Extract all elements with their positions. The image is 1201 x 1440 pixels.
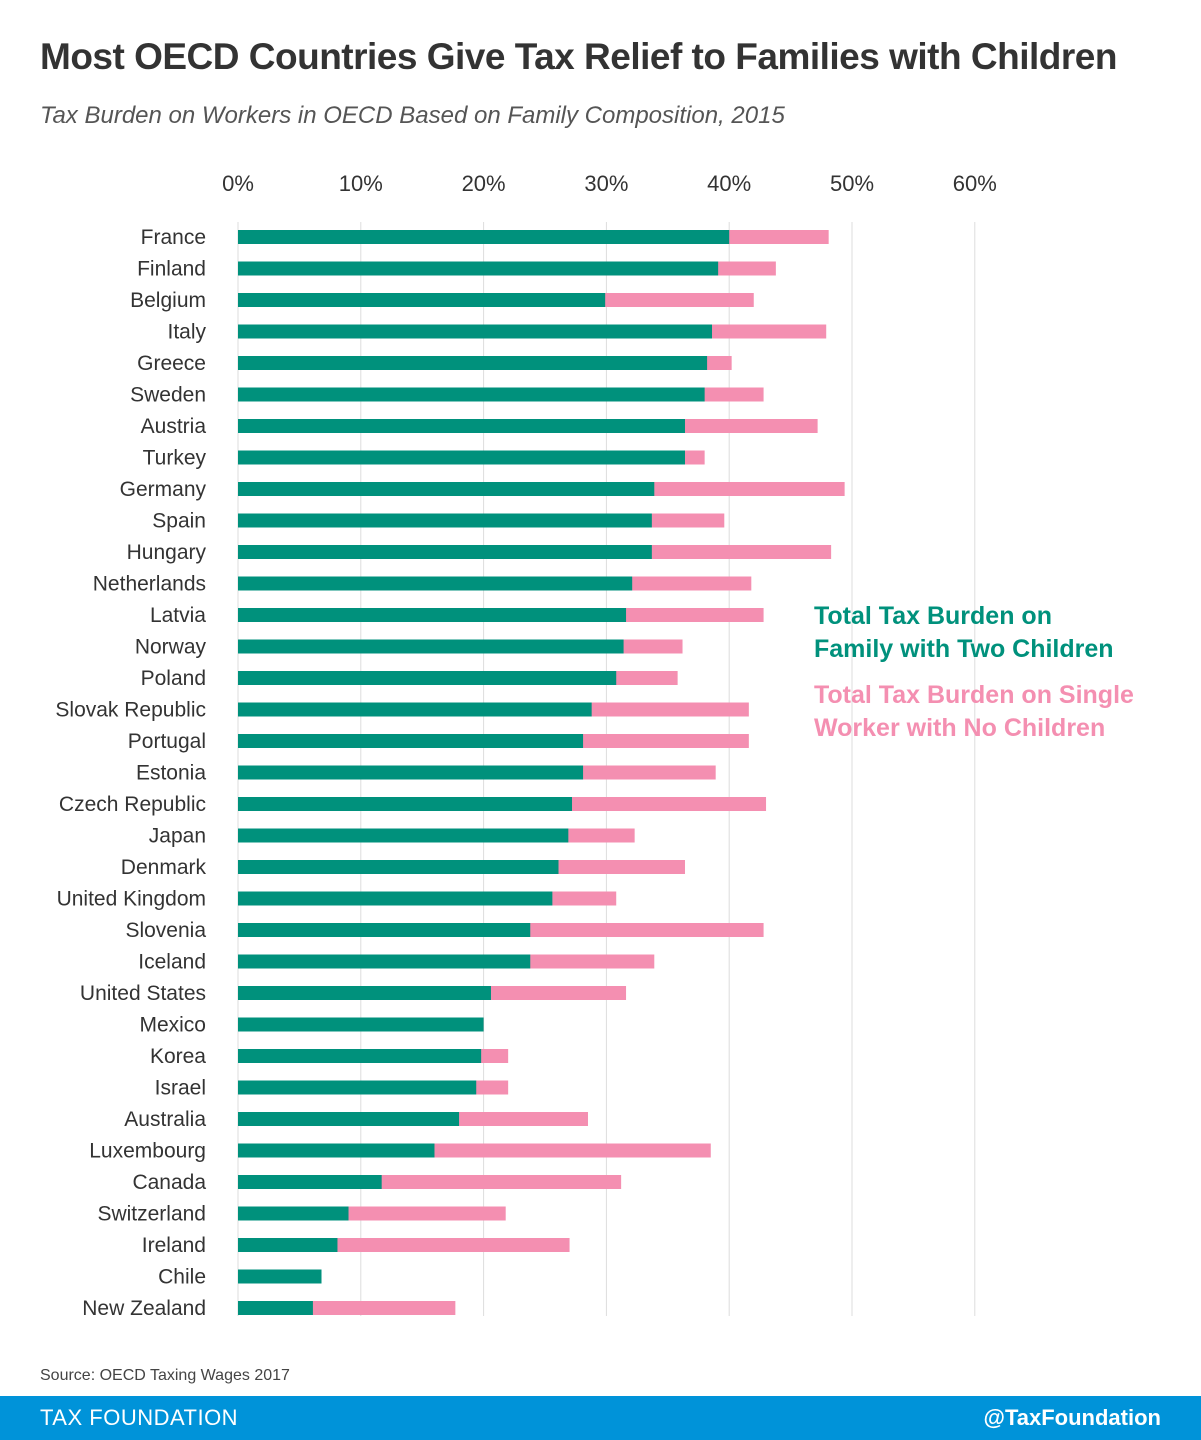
country-label-turkey: Turkey [143, 447, 207, 470]
country-label-hungary: Hungary [127, 541, 207, 564]
country-label-australia: Australia [124, 1108, 206, 1131]
country-labels: France Finland Belgium Italy Greece Sweden Aus… [55, 226, 206, 1320]
country-label-iceland: Iceland [138, 951, 206, 974]
country-label-switzerland: Switzerland [97, 1203, 206, 1226]
chart-subtitle: Tax Burden on Workers in OECD Based on F… [40, 102, 785, 129]
country-label-czech-republic: Czech Republic [59, 793, 206, 816]
bar-family-belgium [238, 293, 606, 307]
footer-brand: TAX FOUNDATION [40, 1405, 239, 1430]
bar-family-poland [238, 671, 617, 685]
country-label-austria: Austria [141, 415, 207, 438]
country-label-united-states: United States [80, 982, 206, 1005]
bar-family-italy [238, 324, 713, 339]
x-axis-ticks: 0% 10% 20% 30% 40% 50% 60% [222, 171, 997, 196]
legend-single-line1: Total Tax Burden on Single [814, 681, 1134, 709]
country-label-belgium: Belgium [130, 289, 206, 312]
bar-family-switzerland [238, 1206, 349, 1221]
x-tick-label: 60% [953, 171, 997, 196]
x-tick-label: 40% [707, 171, 751, 196]
bar-family-new-zealand [238, 1301, 313, 1315]
legend-single: Total Tax Burden on Single Worker with N… [814, 679, 1134, 745]
bar-family-turkey [238, 450, 685, 465]
country-label-korea: Korea [150, 1045, 206, 1068]
country-label-italy: Italy [167, 321, 206, 344]
country-label-denmark: Denmark [121, 856, 207, 879]
bar-family-denmark [238, 860, 559, 874]
bar-family-estonia [238, 765, 584, 780]
bar-family-chile [238, 1269, 322, 1284]
source-note: Source: OECD Taxing Wages 2017 [40, 1367, 290, 1384]
bar-family-united-states [238, 986, 491, 1000]
legend-family: Total Tax Burden on Family with Two Chil… [814, 600, 1114, 666]
country-label-chile: Chile [158, 1266, 206, 1289]
bar-family-japan [238, 828, 569, 843]
bar-family-greece [238, 356, 708, 370]
bar-family-spain [238, 513, 652, 528]
bar-family-norway [238, 639, 624, 654]
bar-family-czech-republic [238, 797, 573, 811]
country-label-new-zealand: New Zealand [82, 1297, 206, 1320]
country-label-sweden: Sweden [130, 384, 206, 407]
country-label-luxembourg: Luxembourg [89, 1140, 206, 1163]
bars-layer [238, 230, 845, 1315]
bar-chart: 0% 10% 20% 30% 40% 50% 60% France Finland Belgiu… [55, 171, 997, 1320]
country-label-finland: Finland [137, 258, 206, 281]
bar-family-latvia [238, 608, 627, 622]
bar-family-korea [238, 1049, 482, 1063]
country-label-japan: Japan [149, 825, 206, 848]
bar-family-germany [238, 482, 655, 496]
bar-family-mexico [238, 1017, 484, 1032]
country-label-spain: Spain [152, 510, 206, 533]
bar-family-canada [238, 1175, 382, 1189]
country-label-estonia: Estonia [136, 762, 206, 785]
bar-family-israel [238, 1080, 477, 1095]
bar-family-slovak-republic [238, 702, 592, 717]
country-label-mexico: Mexico [139, 1014, 206, 1037]
country-label-poland: Poland [141, 667, 206, 690]
country-label-united-kingdom: United Kingdom [57, 888, 206, 911]
country-label-slovak-republic: Slovak Republic [55, 699, 206, 722]
bar-family-united-kingdom [238, 891, 553, 906]
footer-handle: @TaxFoundation [983, 1405, 1161, 1430]
country-label-germany: Germany [120, 478, 207, 501]
bar-family-hungary [238, 545, 652, 559]
bar-family-ireland [238, 1238, 338, 1252]
bar-family-iceland [238, 954, 531, 969]
bar-family-slovenia [238, 923, 531, 937]
country-label-canada: Canada [132, 1171, 206, 1194]
country-label-latvia: Latvia [150, 604, 206, 627]
country-label-greece: Greece [137, 352, 206, 375]
country-label-portugal: Portugal [128, 730, 206, 753]
x-tick-label: 50% [830, 171, 874, 196]
x-tick-label: 30% [584, 171, 628, 196]
bar-family-australia [238, 1112, 460, 1126]
country-label-netherlands: Netherlands [93, 573, 206, 596]
country-label-slovenia: Slovenia [125, 919, 206, 942]
bar-family-finland [238, 261, 719, 276]
x-tick-label: 20% [462, 171, 506, 196]
country-label-france: France [141, 226, 206, 249]
country-label-norway: Norway [135, 636, 207, 659]
x-tick-label: 10% [339, 171, 383, 196]
legend-family-line1: Total Tax Burden on [814, 602, 1052, 630]
bar-family-portugal [238, 734, 584, 748]
footer-bar: TAX FOUNDATION @TaxFoundation [0, 1396, 1201, 1440]
legend-single-line2: Worker with No Children [814, 714, 1106, 742]
bar-family-netherlands [238, 576, 633, 591]
bar-family-austria [238, 419, 685, 433]
country-label-ireland: Ireland [142, 1234, 206, 1257]
chart-title: Most OECD Countries Give Tax Relief to F… [40, 36, 1117, 77]
x-tick-label: 0% [222, 171, 254, 196]
country-label-israel: Israel [155, 1077, 206, 1100]
legend-family-line2: Family with Two Children [814, 635, 1114, 663]
bar-family-sweden [238, 387, 705, 402]
bar-family-luxembourg [238, 1143, 435, 1158]
bar-family-france [238, 230, 730, 244]
